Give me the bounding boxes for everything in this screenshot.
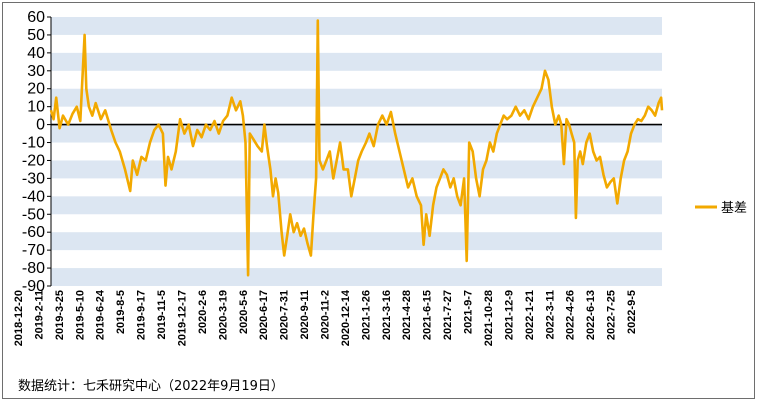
y-tick-label: -50: [22, 206, 45, 223]
y-tick-label: -60: [22, 224, 45, 241]
x-tick-label: 2019-12-17: [176, 290, 188, 346]
grid-band: [51, 268, 662, 286]
x-tick-label: 2021-12-9: [503, 290, 515, 340]
x-tick-label: 2022-6-13: [585, 290, 597, 340]
source-note: 数据统计：七禾研究中心（2022年9月19日）: [18, 379, 284, 394]
x-tick-label: 2021-10-28: [483, 290, 495, 346]
series-line-basis: [49, 19, 664, 277]
y-tick-label: -40: [22, 188, 45, 205]
x-tick-label: 2020-2-6: [197, 290, 209, 334]
x-tick-label: 2020-11-2: [320, 290, 332, 340]
x-tick-label: 2019-9-17: [136, 290, 148, 340]
y-tick-label: 60: [27, 9, 45, 26]
grid-band: [51, 52, 662, 71]
grid-band: [51, 232, 662, 251]
y-tick-label: -90: [22, 278, 45, 295]
y-tick-label: 10: [27, 99, 45, 116]
x-tick-label: 2019-2-11: [33, 290, 45, 340]
y-tick-label: -30: [22, 170, 45, 187]
grid-band: [51, 88, 662, 107]
x-tick-label: 2021-4-28: [401, 290, 413, 340]
x-tick-label: 2019-11-5: [156, 290, 168, 340]
grid-bands: [51, 17, 662, 286]
x-tick-label: 2019-6-24: [95, 289, 107, 340]
y-tick-label: 50: [27, 27, 45, 44]
x-tick-label: 2020-5-6: [238, 290, 250, 334]
x-tick-label: 2022-7-25: [606, 290, 618, 340]
y-tick-label: -80: [22, 260, 45, 277]
x-tick-label: 2020-12-14: [340, 289, 352, 346]
x-tick-label: 2022-1-21: [524, 290, 536, 340]
legend: 基差: [695, 201, 747, 216]
x-tick-label: 2020-3-19: [217, 290, 229, 340]
x-tick-label: 2021-7-27: [442, 290, 454, 340]
x-tick-label: 2020-7-31: [279, 290, 291, 340]
x-tick-label: 2018-12-20: [13, 290, 25, 346]
y-tick-label: 40: [27, 45, 45, 62]
x-tick-label: 2021-6-15: [422, 290, 434, 340]
x-tick-label: 2022-3-11: [544, 290, 556, 340]
x-tick-label: 2022-4-26: [565, 290, 577, 340]
x-tick-label: 2019-3-25: [54, 290, 66, 340]
x-tick-label: 2020-6-17: [258, 290, 270, 340]
x-tick-label: 2020-9-11: [299, 290, 311, 340]
grid-band: [51, 17, 662, 35]
y-tick-label: 20: [27, 81, 45, 98]
x-tick-label: 2021-1-26: [360, 290, 372, 340]
x-axis-ticks: 2018-12-20 2019-2-11 2019-3-25 2019-5-10 201…: [13, 289, 638, 346]
x-tick-label: 2021-3-16: [381, 290, 393, 340]
x-tick-label: 2019-5-10: [74, 290, 86, 340]
x-tick-label: 2022-9-5: [626, 290, 638, 334]
x-tick-label: 2019-8-5: [115, 290, 127, 334]
grid-band: [51, 196, 662, 215]
y-tick-label: -10: [22, 135, 45, 152]
y-tick-label: -70: [22, 242, 45, 259]
legend-label: 基差: [721, 201, 747, 216]
y-tick-label: 0: [36, 117, 45, 134]
y-tick-label: 30: [27, 63, 45, 80]
y-tick-label: -20: [22, 152, 45, 169]
x-tick-label: 2021-9-7: [463, 290, 475, 334]
